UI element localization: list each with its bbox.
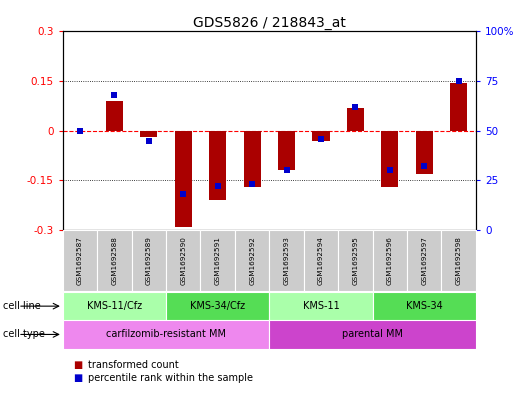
Text: ■: ■ [73,373,83,383]
Bar [244,130,261,187]
Text: GSM1692595: GSM1692595 [353,236,358,285]
Bar [304,230,338,291]
Bar [175,130,192,227]
Bar [209,130,226,200]
Bar [338,230,372,291]
Bar [166,230,200,291]
Text: KMS-11/Cfz: KMS-11/Cfz [87,301,142,311]
Text: GSM1692598: GSM1692598 [456,236,462,285]
Bar [416,130,433,174]
Text: GSM1692593: GSM1692593 [283,236,290,285]
Text: GSM1692591: GSM1692591 [215,236,221,285]
Bar [63,320,269,349]
Text: GSM1692589: GSM1692589 [146,236,152,285]
Text: GSM1692596: GSM1692596 [387,236,393,285]
Text: cell line: cell line [3,301,40,311]
Text: GSM1692587: GSM1692587 [77,236,83,285]
Bar [372,292,476,320]
Bar [235,230,269,291]
Bar [200,230,235,291]
Bar [347,108,364,130]
Text: transformed count: transformed count [88,360,179,371]
Text: GSM1692592: GSM1692592 [249,236,255,285]
Text: GSM1692588: GSM1692588 [111,236,117,285]
Text: KMS-34/Cfz: KMS-34/Cfz [190,301,245,311]
Bar [63,230,97,291]
Text: KMS-11: KMS-11 [303,301,339,311]
Text: percentile rank within the sample: percentile rank within the sample [88,373,253,383]
Bar [372,230,407,291]
Text: cell type: cell type [3,329,44,340]
Text: KMS-34: KMS-34 [406,301,442,311]
Title: GDS5826 / 218843_at: GDS5826 / 218843_at [193,17,346,30]
Bar [312,130,329,141]
Text: parental MM: parental MM [342,329,403,340]
Bar [278,130,295,170]
Text: GSM1692597: GSM1692597 [422,236,427,285]
Bar [140,130,157,137]
Bar [441,230,476,291]
Text: ■: ■ [73,360,83,371]
Bar [450,83,468,130]
Bar [132,230,166,291]
Bar [63,292,166,320]
Bar [166,292,269,320]
Bar [97,230,132,291]
Text: GSM1692594: GSM1692594 [318,236,324,285]
Bar [381,130,399,187]
Text: carfilzomib-resistant MM: carfilzomib-resistant MM [106,329,226,340]
Bar [269,320,476,349]
Bar [407,230,441,291]
Bar [269,292,372,320]
Bar [269,230,304,291]
Bar [106,101,123,130]
Text: GSM1692590: GSM1692590 [180,236,186,285]
